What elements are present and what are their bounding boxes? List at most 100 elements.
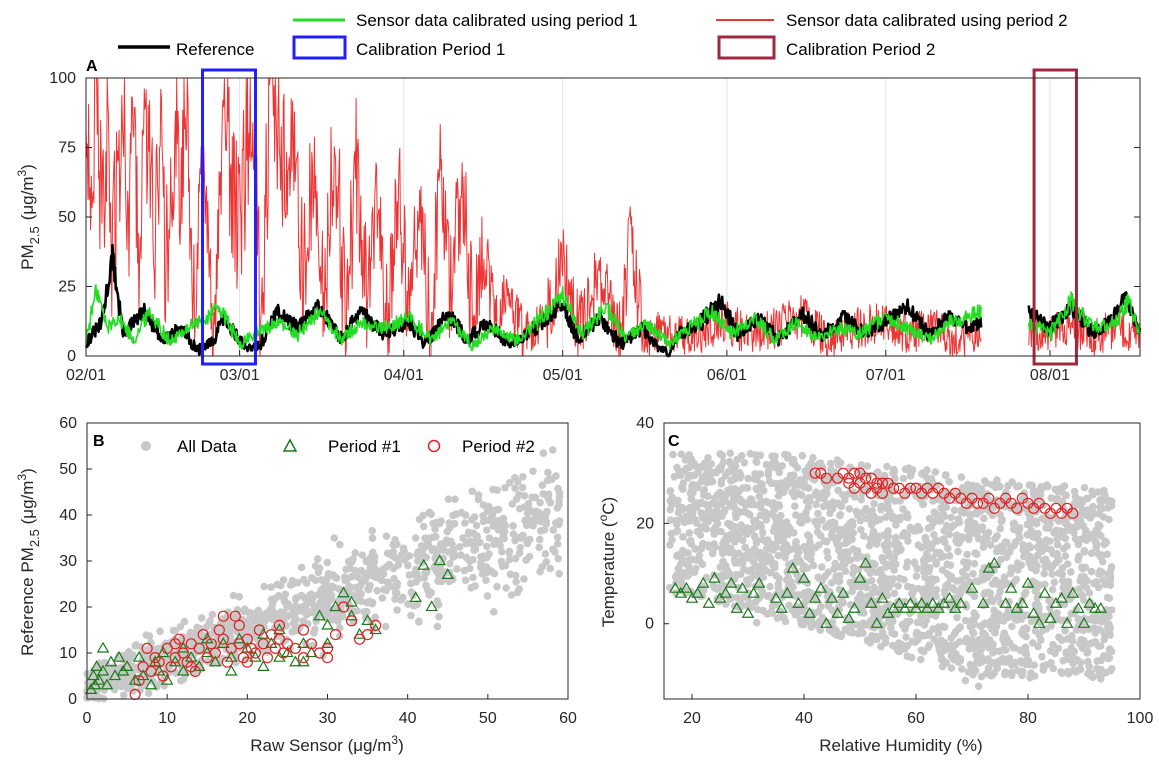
all-data-point [906,609,914,618]
all-data-point [336,540,344,549]
all-data-point [446,559,454,568]
all-data-point [894,582,902,590]
panel-b-legend-all-data: All Data [177,437,237,456]
all-data-point [996,510,1004,519]
all-data-point [824,482,832,491]
all-data-point [788,459,797,467]
all-data-point [752,522,761,531]
all-data-point [687,540,696,548]
all-data-point [791,611,800,619]
all-data-point [1007,564,1015,572]
panel-b-y-tick-label: 40 [59,507,77,524]
all-data-point [735,534,743,542]
all-data-point [784,454,792,462]
all-data-point [525,516,534,524]
all-data-point [947,644,955,652]
all-data-point [1000,629,1009,637]
all-data-point [775,468,784,477]
all-data-point [736,596,745,604]
panel-b-legend-marker-period2 [427,439,441,453]
all-data-point [972,577,981,585]
all-data-point [747,500,755,509]
all-data-point [208,610,217,619]
all-data-point [423,586,432,594]
all-data-point [990,606,998,615]
all-data-point [747,565,756,574]
panel-a-x-tick-label: 02/01 [66,367,106,384]
all-data-point [1081,511,1090,519]
all-data-point [857,596,865,604]
period1-point [752,576,766,588]
all-data-point [918,619,927,627]
all-data-point [1097,656,1105,665]
all-data-point [801,467,809,475]
all-data-point [1097,532,1105,540]
all-data-point [370,557,379,566]
all-data-point [892,536,900,544]
all-data-point [1099,494,1108,503]
all-data-point [119,691,128,700]
all-data-point [1078,564,1087,573]
all-data-point [762,566,770,575]
all-data-point [852,551,861,559]
all-data-point [1074,540,1083,549]
all-data-point [1060,482,1069,490]
all-data-point [1094,488,1102,496]
all-data-point [389,547,398,556]
all-data-point [505,547,514,556]
all-data-point [509,530,518,538]
period2-point [329,628,342,641]
all-data-point [1098,557,1107,566]
all-data-point [498,547,506,556]
panel-c-ticks: 20 40 60 80 100 0 20 40 [636,415,1153,727]
all-data-point [929,497,937,505]
all-data-point [931,509,940,518]
all-data-point [382,532,391,540]
all-data-point [1070,647,1079,656]
all-data-point [524,499,533,508]
all-data-point [699,491,708,499]
period1-point [1094,601,1108,613]
all-data-point [1041,544,1050,553]
all-data-point [368,599,377,608]
all-data-point [907,653,916,662]
all-data-point [435,613,443,621]
period1-point [1016,596,1029,608]
calibration-box-period1 [201,68,257,366]
all-data-point [818,563,826,571]
panel-b-y-label-unit-sup: 3 [15,474,29,481]
all-data-point [772,543,780,551]
all-data-point [1011,615,1020,624]
all-data-point [420,574,428,582]
all-data-point [835,532,843,541]
all-data-point [351,549,360,557]
all-data-point [142,631,151,639]
period1-point [1060,617,1074,628]
period1-point [668,581,682,593]
all-data-point [539,449,548,458]
all-data-point [1018,671,1026,680]
all-data-point [553,504,562,512]
all-data-point [259,615,267,623]
panel-c-x-tick-label: 80 [1019,710,1037,727]
all-data-point [762,516,771,524]
period2-point [1067,507,1079,519]
all-data-point [1092,543,1100,552]
period1-point [345,609,358,621]
all-data-point [940,623,949,631]
period1-point [792,596,805,608]
all-data-point [817,602,825,611]
all-data-point [807,555,815,564]
all-data-point [1058,564,1067,572]
all-data-point [539,490,547,498]
all-data-point [171,627,179,635]
all-data-point [1078,592,1087,601]
all-data-point [823,547,831,556]
all-data-point [931,468,940,476]
all-data-point [904,464,913,472]
all-data-point [1068,632,1076,640]
all-data-point [680,548,688,557]
all-data-point [910,559,919,568]
all-data-point [1074,556,1082,564]
all-data-point [1103,593,1112,602]
